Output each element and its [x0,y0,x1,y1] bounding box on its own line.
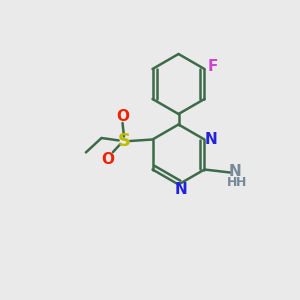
Text: H: H [226,176,237,189]
Text: H: H [236,176,247,189]
Text: S: S [118,132,130,150]
Text: F: F [208,59,218,74]
Text: N: N [229,164,242,178]
Text: N: N [175,182,187,197]
Text: O: O [101,152,114,167]
Text: N: N [205,132,218,147]
Text: O: O [116,109,129,124]
